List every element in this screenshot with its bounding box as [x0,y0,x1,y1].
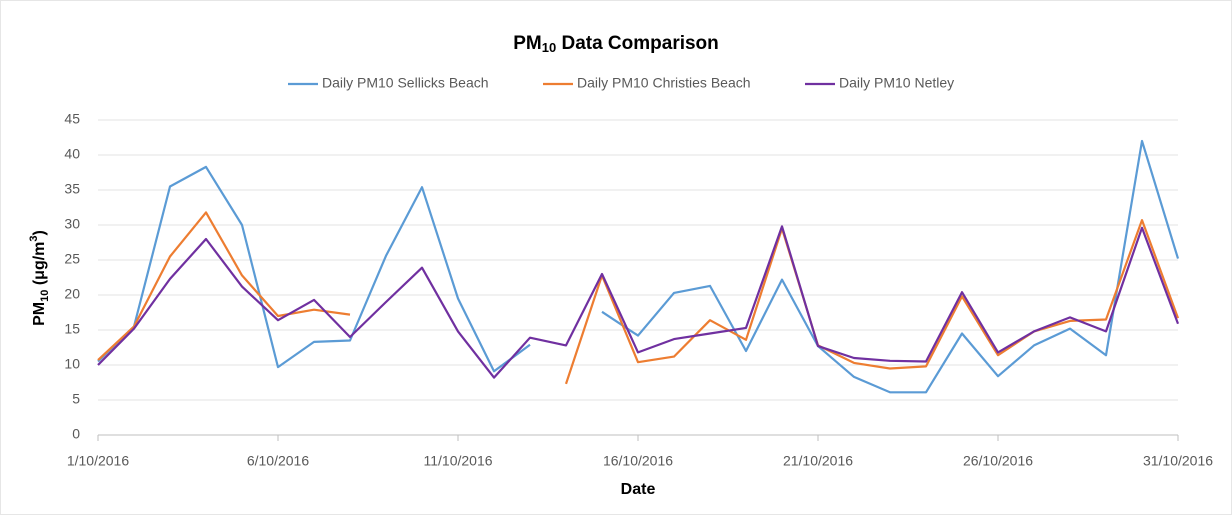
x-tick-label: 26/10/2016 [963,453,1033,469]
x-tick-label: 1/10/2016 [67,453,129,469]
x-tick-label: 11/10/2016 [423,453,492,469]
x-tick-label: 31/10/2016 [1143,453,1213,469]
x-tick-label: 21/10/2016 [783,453,853,469]
series-line [97,225,1180,379]
series-line [97,139,1180,394]
x-tick-label: 16/10/2016 [603,453,673,469]
y-tick-label: 40 [64,146,80,162]
legend-label: Daily PM10 Netley [839,75,954,91]
y-tick-label: 20 [64,286,80,302]
y-tick-label: 5 [72,391,80,407]
chart-title: PM10 Data Comparison [513,33,719,55]
legend-label: Daily PM10 Christies Beach [577,75,751,91]
y-tick-label: 35 [64,181,80,197]
y-tick-label: 25 [64,251,80,267]
legend-label: Daily PM10 Sellicks Beach [322,75,489,91]
y-tick-label: 30 [64,216,80,232]
y-tick-label: 10 [64,356,80,372]
x-axis-label: Date [621,481,656,498]
legend: Daily PM10 Sellicks Beach Daily PM10 Chri… [288,75,954,91]
y-tick-label: 45 [64,111,80,127]
x-tick-label: 6/10/2016 [247,453,309,469]
y-tick-label: 15 [64,321,80,337]
y-tick-label: 0 [72,426,80,442]
y-axis-label: PM10 (μg/m3) [28,230,51,326]
